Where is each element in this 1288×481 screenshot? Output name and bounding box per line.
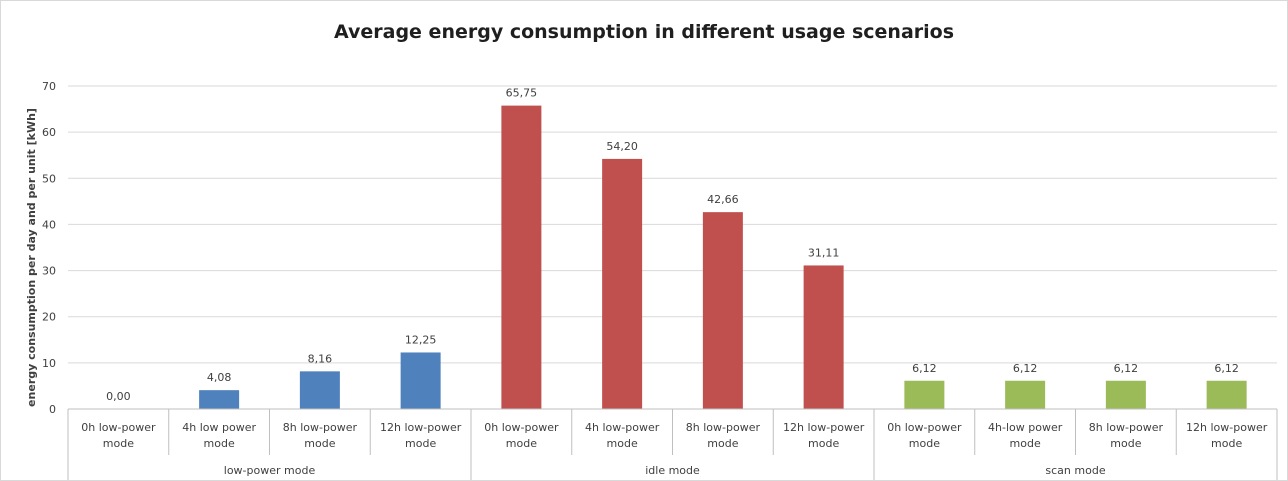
x-tick-label: mode xyxy=(909,437,940,450)
data-label: 6,12 xyxy=(1114,362,1139,375)
x-tick-label: mode xyxy=(506,437,537,450)
y-tick-label: 70 xyxy=(42,80,56,93)
x-tick-label: mode xyxy=(1110,437,1141,450)
x-tick-label: mode xyxy=(707,437,738,450)
data-label: 6,12 xyxy=(912,362,937,375)
x-tick-label: 4h low power xyxy=(182,421,256,434)
y-tick-label: 20 xyxy=(42,311,56,324)
x-tick-label: 8h low-power xyxy=(283,421,358,434)
group-label: idle mode xyxy=(645,464,700,477)
data-label: 42,66 xyxy=(707,193,739,206)
bar xyxy=(1105,380,1146,409)
x-tick-label: 12h low-power xyxy=(380,421,462,434)
data-label: 0,00 xyxy=(106,390,131,403)
y-tick-label: 0 xyxy=(49,403,56,416)
x-tick-label: mode xyxy=(607,437,638,450)
x-tick-label: 12h low-power xyxy=(783,421,865,434)
data-label: 6,12 xyxy=(1214,362,1239,375)
data-label: 8,16 xyxy=(308,352,333,365)
bar xyxy=(299,371,340,409)
bar xyxy=(602,158,643,409)
bar xyxy=(400,352,441,409)
y-tick-label: 30 xyxy=(42,265,56,278)
bar xyxy=(501,105,542,409)
data-label: 12,25 xyxy=(405,333,437,346)
y-tick-label: 10 xyxy=(42,357,56,370)
y-tick-label: 40 xyxy=(42,218,56,231)
x-tick-label: 8h low-power xyxy=(686,421,761,434)
x-tick-label: mode xyxy=(204,437,235,450)
x-tick-label: mode xyxy=(103,437,134,450)
data-label: 54,20 xyxy=(606,140,638,153)
x-tick-label: mode xyxy=(1010,437,1041,450)
bar xyxy=(1005,380,1046,409)
x-tick-label: 0h low-power xyxy=(81,421,156,434)
x-tick-label: mode xyxy=(304,437,335,450)
data-label: 65,75 xyxy=(506,87,538,100)
group-label: low-power mode xyxy=(224,464,316,477)
group-label: scan mode xyxy=(1045,464,1105,477)
y-axis-title: energy consumption per day and per unit … xyxy=(25,108,38,407)
x-tick-label: 4h-low power xyxy=(988,421,1063,434)
bar xyxy=(199,390,240,409)
x-tick-label: 0h low-power xyxy=(887,421,962,434)
bar xyxy=(702,212,743,409)
x-tick-label: mode xyxy=(808,437,839,450)
x-tick-label: 0h low-power xyxy=(484,421,559,434)
data-label: 4,08 xyxy=(207,371,232,384)
y-tick-label: 60 xyxy=(42,126,56,139)
x-tick-label: mode xyxy=(1211,437,1242,450)
bar xyxy=(803,265,844,409)
data-label: 6,12 xyxy=(1013,362,1038,375)
x-tick-label: 12h low-power xyxy=(1186,421,1268,434)
bar xyxy=(904,380,945,409)
x-tick-label: mode xyxy=(405,437,436,450)
data-label: 31,11 xyxy=(808,246,840,259)
y-tick-label: 50 xyxy=(42,172,56,185)
x-tick-label: 4h low-power xyxy=(585,421,660,434)
chart-title: Average energy consumption in different … xyxy=(333,21,955,43)
x-tick-label: 8h low-power xyxy=(1089,421,1164,434)
bar xyxy=(1206,380,1247,409)
